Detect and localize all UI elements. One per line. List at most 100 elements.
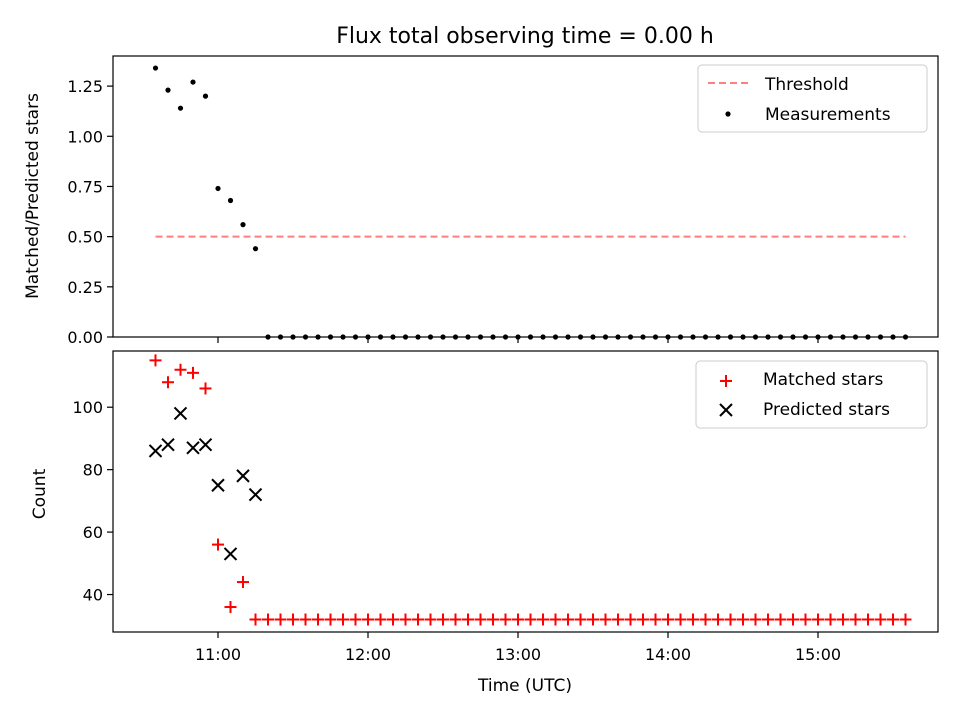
matched-star-point [812,613,824,626]
measurement-point [240,222,246,228]
matched-star-point [474,613,487,626]
measurement-point [177,105,184,111]
bottom-y-tick-label-2: 80 [83,461,103,480]
matched-star-point [599,613,612,626]
top-legend: Threshold Measurements [697,64,928,133]
matched-star-point [374,613,387,626]
top-y-tick-label-2: 0.50 [67,228,103,247]
matched-star-point [437,613,449,626]
matched-star-point [612,613,624,626]
bottom-y-tick-label-3: 100 [72,398,103,417]
matched-star-point [712,613,724,626]
measurement-point [202,93,209,99]
measurements-legend-swatch [725,111,731,117]
x-tick-label-0: 11:00 [195,645,241,664]
predicted-legend-label: Predicted stars [763,400,890,420]
matched-star-point [499,613,512,626]
top-axes-frame [112,55,939,338]
matched-legend-swatch [720,375,732,387]
bottom-panel: Count Time (UTC) 40 60 80 100 11:00 12:00 13:… [30,350,939,696]
matched-star-point [349,613,362,626]
x-tick-label-3: 14:00 [645,645,691,664]
matched-star-point [399,613,412,626]
bottom-legend-box [695,360,928,429]
matched-star-point [587,613,599,626]
x-tick-label-4: 15:00 [795,645,841,664]
matched-star-point [687,613,699,626]
threshold-legend-label: Threshold [764,75,849,95]
matched-star-point [674,613,687,626]
matched-star-point [799,613,812,626]
matched-star-point [774,613,787,626]
matched-star-point [737,613,749,626]
matched-star-point [824,613,837,626]
bottom-x-ticks: 11:00 12:00 13:00 14:00 15:00 [195,632,841,664]
x-axis-label: Time (UTC) [477,676,572,696]
matched-star-point [199,382,212,395]
matched-star-point [249,613,262,626]
matched-star-point [537,613,549,626]
chart-title: Flux total observing time = 0.00 h [336,24,714,49]
matched-star-point [262,613,274,626]
matched-star-point [274,613,287,626]
predicted-star-point [236,469,250,483]
matched-star-point [212,538,224,551]
x-tick-label-2: 13:00 [495,645,541,664]
bottom-legend: Matched stars Predicted stars [695,360,928,429]
bottom-y-tick-label-1: 60 [83,523,103,542]
matched-star-point [237,576,249,589]
matched-star-point [562,613,574,626]
bottom-axes-frame [112,350,939,633]
matched-star-point [849,613,862,626]
predicted-star-point [148,444,163,458]
matched-star-point [762,613,774,626]
predicted-star-point [173,406,188,421]
matched-star-point [487,613,499,626]
matched-star-point [649,613,662,626]
bottom-plot-area [148,354,912,626]
measurement-point [252,246,259,252]
measurement-point [227,197,234,204]
bottom-y-tick-label-0: 40 [83,586,103,605]
predicted-star-point [211,478,225,492]
top-legend-box [697,64,928,133]
matched-star-point [412,613,424,626]
top-y-axis-label: Matched/Predicted stars [23,93,43,299]
matched-star-point [512,613,524,626]
top-y-ticks: 0.00 0.25 0.50 0.75 1.00 1.25 [67,77,113,347]
measurement-point [215,185,221,192]
matched-star-point [324,613,337,626]
matched-star-point [574,613,587,626]
matched-star-point [637,613,649,626]
predicted-star-point [161,437,175,452]
predicted-star-point [186,441,200,455]
matched-star-point [724,613,737,626]
measurements-legend-label: Measurements [765,105,891,125]
top-y-tick-label-3: 0.75 [67,177,103,196]
top-panel: Flux total observing time = 0.00 h Match… [23,24,939,347]
matched-star-point [662,613,674,626]
top-y-tick-label-0: 0.00 [67,328,103,347]
matched-star-point [899,613,912,626]
matched-star-point [174,363,187,376]
matched-star-point [887,613,899,626]
matched-star-point [874,613,887,626]
matched-star-point [149,354,162,367]
predicted-star-point [198,437,213,452]
predicted-star-point [223,547,238,561]
predicted-legend-swatch [719,403,733,417]
matched-star-point [862,613,874,626]
matched-star-point [787,613,799,626]
matched-star-point [162,376,174,389]
matched-star-point [749,613,762,626]
matched-star-point [699,613,712,626]
matched-star-point [424,613,437,626]
matched-star-point [524,613,537,626]
matched-star-point [299,613,312,626]
matched-star-point [462,613,474,626]
bottom-y-ticks: 40 60 80 100 [72,398,113,605]
matched-legend-label: Matched stars [763,370,883,390]
matched-star-point [224,601,237,614]
matched-star-point [549,613,562,626]
